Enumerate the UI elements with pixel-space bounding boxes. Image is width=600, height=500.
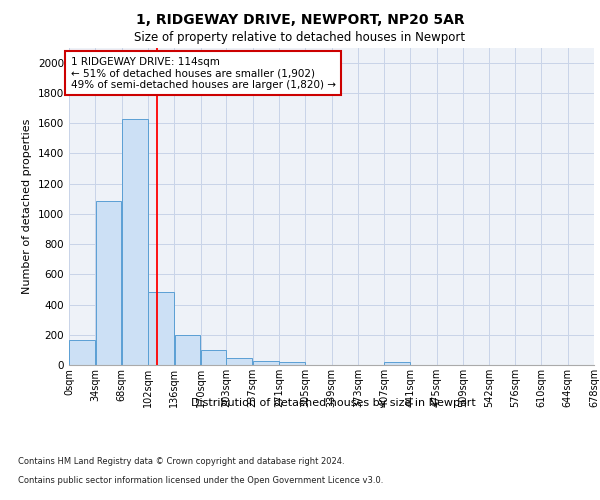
Bar	[69, 340, 95, 365]
Bar	[175, 335, 200, 365]
Bar	[95, 201, 121, 365]
Bar	[253, 361, 278, 365]
Text: Size of property relative to detached houses in Newport: Size of property relative to detached ho…	[134, 31, 466, 44]
Text: 1, RIDGEWAY DRIVE, NEWPORT, NP20 5AR: 1, RIDGEWAY DRIVE, NEWPORT, NP20 5AR	[136, 12, 464, 26]
Text: Distribution of detached houses by size in Newport: Distribution of detached houses by size …	[191, 398, 475, 407]
Text: Contains public sector information licensed under the Open Government Licence v3: Contains public sector information licen…	[18, 476, 383, 485]
Text: 1 RIDGEWAY DRIVE: 114sqm
← 51% of detached houses are smaller (1,902)
49% of sem: 1 RIDGEWAY DRIVE: 114sqm ← 51% of detach…	[71, 56, 335, 90]
Bar	[279, 362, 305, 365]
Y-axis label: Number of detached properties: Number of detached properties	[22, 118, 32, 294]
Bar	[385, 362, 410, 365]
Bar	[122, 120, 148, 365]
Text: Contains HM Land Registry data © Crown copyright and database right 2024.: Contains HM Land Registry data © Crown c…	[18, 458, 344, 466]
Bar	[226, 358, 253, 365]
Bar	[201, 350, 226, 365]
Bar	[148, 292, 174, 365]
